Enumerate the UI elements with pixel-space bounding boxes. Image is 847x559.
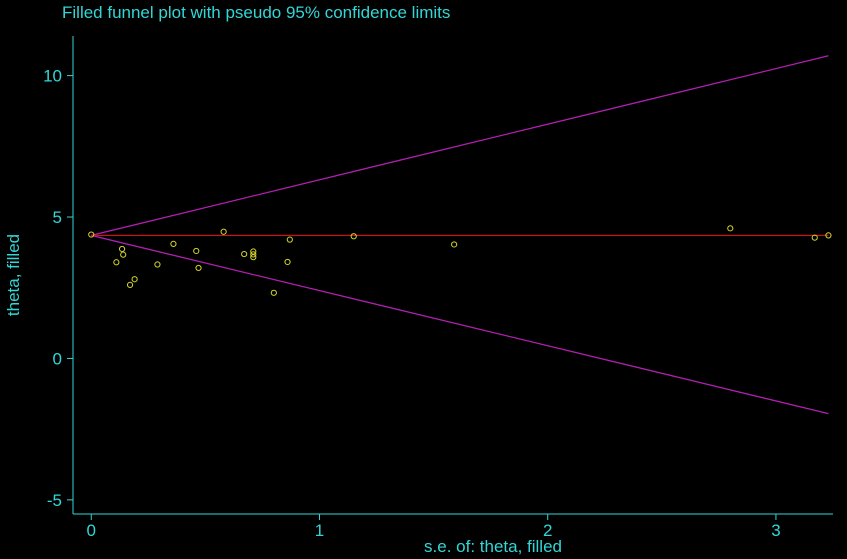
data-point (113, 259, 120, 266)
data-point (350, 233, 357, 240)
x-tick-label: 1 (315, 521, 324, 540)
data-point (241, 250, 248, 258)
y-tick-label: 0 (53, 349, 62, 368)
data-point (286, 236, 293, 243)
data-point (88, 231, 95, 238)
y-tick-label: 5 (53, 208, 62, 227)
x-tick-label: 3 (771, 521, 780, 540)
y-tick-label: -5 (47, 491, 62, 510)
data-point (131, 276, 138, 283)
data-point (284, 258, 291, 266)
data-point (193, 247, 200, 255)
x-tick-label: 0 (87, 521, 96, 540)
data-point (154, 261, 161, 268)
lower-confidence-limit-line (91, 234, 829, 415)
data-point (250, 254, 257, 261)
y-axis-label: theta, filled (4, 234, 23, 316)
data-point (126, 281, 134, 288)
data-point (170, 240, 177, 247)
data-point (120, 251, 127, 258)
chart-title: Filled funnel plot with pseudo 95% confi… (62, 3, 451, 22)
data-point (270, 289, 277, 296)
data-point (727, 225, 734, 232)
data-point (250, 251, 257, 258)
data-point (825, 232, 832, 239)
data-point (118, 245, 126, 253)
x-tick-label: 2 (543, 521, 552, 540)
upper-confidence-limit-line (91, 55, 829, 237)
y-tick-label: 10 (43, 67, 62, 86)
data-point (195, 264, 202, 272)
data-point (811, 234, 818, 241)
x-axis-label: s.e. of: theta, filled (424, 537, 562, 556)
data-point (451, 241, 458, 248)
data-point (220, 228, 227, 235)
